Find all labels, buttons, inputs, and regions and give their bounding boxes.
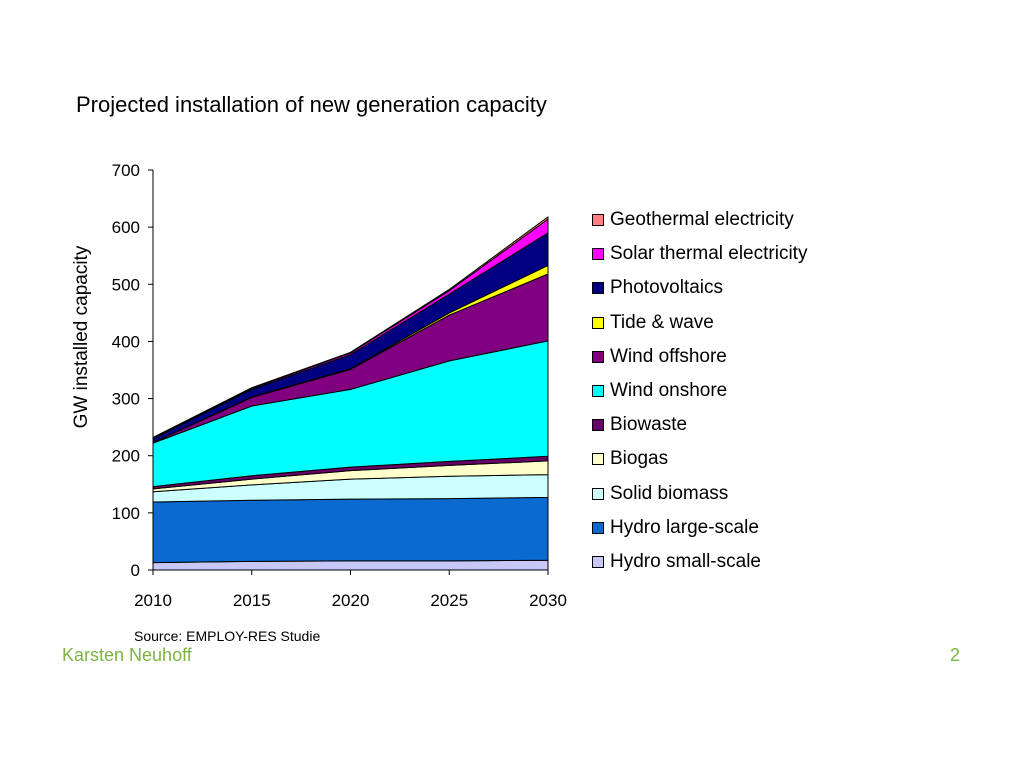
legend-item: Geothermal electricity bbox=[592, 203, 807, 237]
y-tick-label: 0 bbox=[131, 561, 140, 580]
legend-label: Hydro large-scale bbox=[610, 516, 759, 538]
axes-layer: 0 100 200 300 400 500 600 700 2010 2015 2020 2025 20… bbox=[112, 161, 567, 610]
legend-item: Solar thermal electricity bbox=[592, 237, 807, 271]
legend-item: Wind offshore bbox=[592, 340, 807, 374]
source-note: Source: EMPLOY-RES Studie bbox=[134, 628, 321, 644]
y-tick-label: 100 bbox=[112, 504, 140, 523]
x-tick-label: 2010 bbox=[134, 591, 172, 610]
x-tick-label: 2015 bbox=[233, 591, 271, 610]
legend-swatch bbox=[592, 248, 604, 261]
footer-author: Karsten Neuhoff bbox=[62, 645, 192, 665]
legend-item: Solid biomass bbox=[592, 477, 807, 511]
legend-item: Biogas bbox=[592, 442, 807, 476]
legend-item: Wind onshore bbox=[592, 374, 807, 408]
legend-swatch bbox=[592, 316, 604, 329]
legend-swatch bbox=[592, 555, 604, 568]
page-number: 2 bbox=[950, 645, 961, 665]
y-tick-label: 300 bbox=[112, 390, 140, 409]
legend-label: Biogas bbox=[610, 448, 669, 470]
legend-label: Tide & wave bbox=[610, 311, 714, 333]
area-layer bbox=[152, 216, 549, 571]
y-tick-label: 500 bbox=[112, 275, 140, 294]
legend-item: Hydro small-scale bbox=[592, 545, 807, 579]
legend-swatch bbox=[592, 350, 604, 363]
legend-label: Wind onshore bbox=[610, 380, 728, 402]
legend-label: Solar thermal electricity bbox=[610, 243, 808, 265]
legend-swatch bbox=[592, 419, 604, 432]
y-tick-label: 200 bbox=[112, 447, 140, 466]
legend-label: Hydro small-scale bbox=[610, 550, 761, 572]
y-tick-label: 600 bbox=[112, 218, 140, 237]
legend-swatch bbox=[592, 214, 604, 227]
chart-legend: Geothermal electricity Solar thermal elec… bbox=[592, 203, 807, 579]
legend-swatch bbox=[592, 385, 604, 398]
legend-swatch bbox=[592, 521, 604, 534]
x-tick-label: 2020 bbox=[332, 591, 370, 610]
legend-label: Geothermal electricity bbox=[610, 209, 794, 231]
legend-item: Photovoltaics bbox=[592, 271, 807, 305]
legend-item: Tide & wave bbox=[592, 306, 807, 340]
legend-swatch bbox=[592, 282, 604, 295]
legend-label: Wind offshore bbox=[610, 345, 727, 367]
area-series-10 bbox=[152, 216, 549, 439]
legend-label: Solid biomass bbox=[610, 482, 729, 504]
legend-label: Biowaste bbox=[610, 414, 688, 436]
legend-swatch bbox=[592, 453, 604, 466]
y-tick-label: 400 bbox=[112, 332, 140, 351]
legend-swatch bbox=[592, 487, 604, 500]
legend-item: Hydro large-scale bbox=[592, 511, 807, 545]
area-series-1 bbox=[152, 496, 549, 564]
y-axis-title: GW installed capacity bbox=[71, 245, 92, 428]
y-tick-label: 700 bbox=[112, 161, 140, 180]
legend-label: Photovoltaics bbox=[610, 277, 724, 299]
chart-title: Projected installation of new generation… bbox=[76, 92, 547, 117]
x-tick-label: 2030 bbox=[529, 591, 567, 610]
legend-item: Biowaste bbox=[592, 408, 807, 442]
x-tick-label: 2025 bbox=[430, 591, 468, 610]
